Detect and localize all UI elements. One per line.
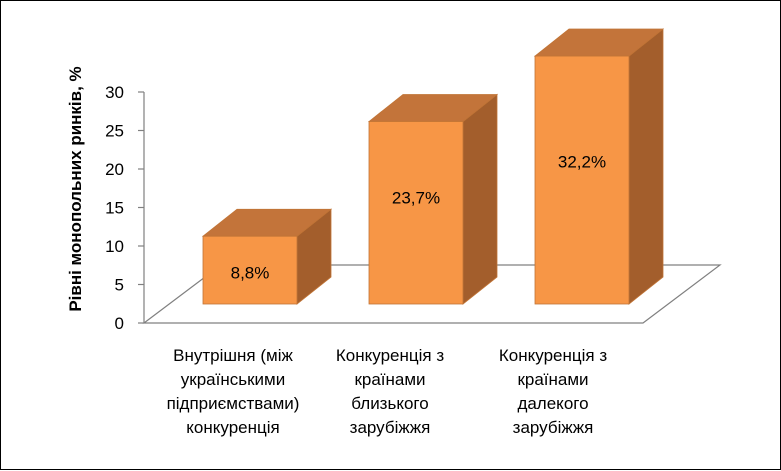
bar [202,235,298,305]
x-category-label: Конкуренція з країнами далекого зарубіжжя [499,346,607,437]
y-tick-label: 0 [115,314,124,333]
y-tick-label: 10 [105,237,124,256]
y-axis-title: Рівні монопольних ринків, % [66,66,85,311]
chart-floor [142,264,722,324]
bar [534,55,630,305]
bar-side [628,28,664,305]
bar-side [462,93,498,305]
y-tick-label: 30 [105,83,124,102]
x-category-label: Конкуренція з країнами близького зарубіжжя [336,346,444,437]
x-category-label: Внутрішня (між українськими підприємствами… [167,346,300,437]
data-label: 32,2% [558,153,606,172]
data-label: 8,8% [231,263,270,282]
y-tick-label: 20 [105,160,124,179]
bar [368,121,464,305]
data-label: 23,7% [392,189,440,208]
y-tick-label: 5 [115,276,124,295]
y-tick-label: 25 [105,122,124,141]
y-tick-label: 15 [105,199,124,218]
